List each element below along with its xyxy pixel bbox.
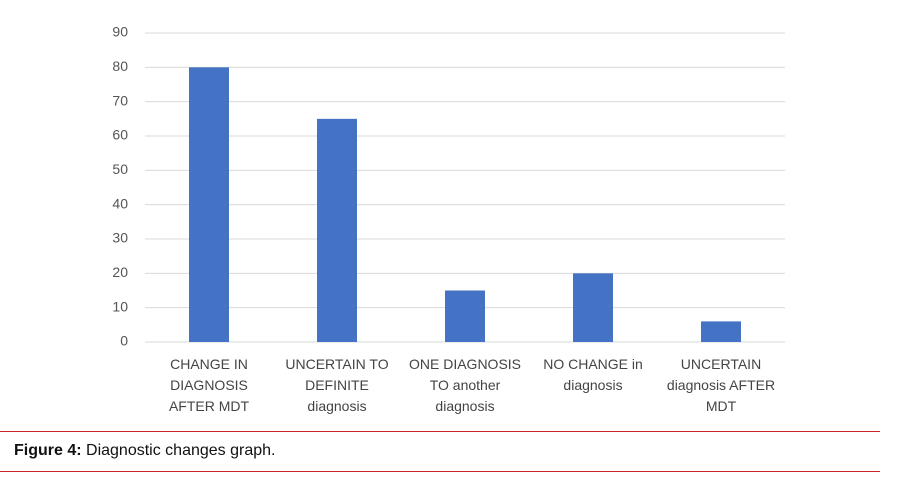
chart: 0 10 20 30 40 50 60 70 80 90 — [112, 24, 785, 349]
bar — [701, 321, 741, 342]
rule — [0, 431, 880, 432]
y-tick-label: 90 — [112, 24, 128, 40]
x-tick-label: UNCERTAIN diagnosis AFTER MDT — [666, 356, 776, 414]
y-tick-label: 70 — [112, 92, 128, 108]
caption: Figure 4: Diagnostic changes graph. — [14, 442, 275, 460]
y-tick-label: 50 — [112, 161, 128, 177]
caption-text: Diagnostic changes graph. — [86, 442, 276, 459]
y-tick-label: 20 — [112, 264, 128, 280]
caption-label: Figure 4: — [14, 442, 82, 459]
bar — [189, 67, 229, 342]
x-tick-label: CHANGE IN DIAGNOSIS AFTER MDT — [168, 356, 250, 414]
x-tick-label: UNCERTAIN TO DEFINITE diagnosis — [285, 356, 389, 414]
y-tick-label: 40 — [112, 195, 128, 211]
y-tick-label: 60 — [112, 127, 128, 143]
bar — [317, 118, 357, 342]
y-tick-label: 30 — [112, 230, 128, 246]
y-tick-label: 0 — [120, 333, 128, 349]
bar — [445, 290, 485, 342]
x-tick-label: ONE DIAGNOSIS TO another diagnosis — [408, 356, 522, 414]
x-tick-label: NO CHANGE in diagnosis — [543, 356, 643, 393]
y-tick-label: 80 — [112, 58, 128, 74]
bar — [573, 273, 613, 342]
y-tick-label: 10 — [112, 298, 128, 314]
rule — [0, 471, 880, 472]
